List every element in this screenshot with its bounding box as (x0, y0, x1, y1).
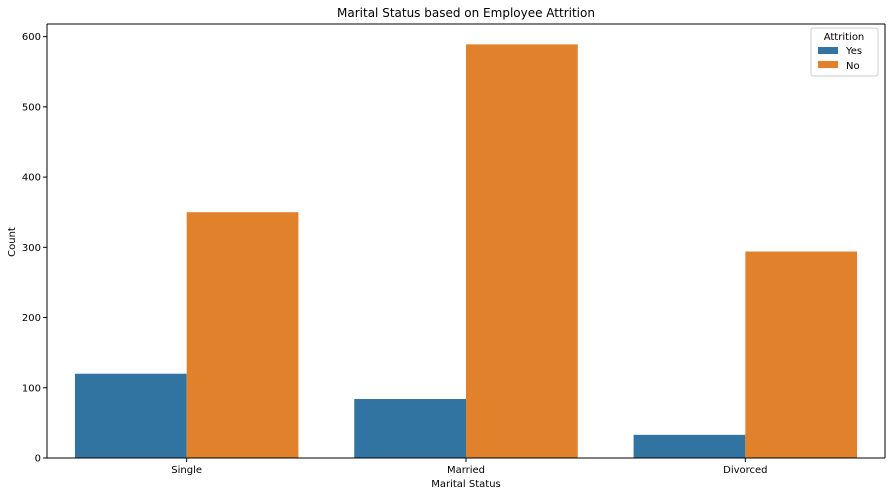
y-axis-label: Count (7, 227, 18, 257)
bar-divorced-yes (633, 434, 746, 458)
legend-swatch-yes (818, 47, 838, 54)
legend: Attrition Yes No (810, 27, 879, 77)
bar-divorced-no (745, 251, 858, 458)
bar-married-yes (354, 399, 466, 458)
y-tick-label: 500 (22, 102, 41, 113)
y-tick-label: 400 (22, 173, 41, 184)
legend-label-no: No (846, 61, 860, 72)
x-tick-label: Single (171, 465, 202, 476)
x-axis-label: Marital Status (431, 479, 501, 490)
bars (74, 44, 858, 459)
axes: 0 100 200 300 400 500 600 Single Married Divorced (22, 23, 886, 476)
bar-single-yes (74, 373, 187, 458)
bar-single-no (186, 212, 299, 458)
legend-swatch-no (818, 61, 838, 68)
x-tick-label: Married (447, 465, 485, 476)
y-tick-label: 600 (22, 32, 41, 43)
legend-title: Attrition (824, 32, 865, 43)
chart-title: Marital Status based on Employee Attriti… (337, 6, 595, 20)
x-tick-label: Divorced (723, 465, 767, 476)
y-tick-label: 100 (22, 383, 41, 394)
bar-married-no (466, 44, 578, 459)
y-tick-label: 0 (35, 454, 41, 465)
y-tick-label: 300 (22, 243, 41, 254)
y-tick-label: 200 (22, 313, 41, 324)
legend-label-yes: Yes (845, 46, 862, 57)
